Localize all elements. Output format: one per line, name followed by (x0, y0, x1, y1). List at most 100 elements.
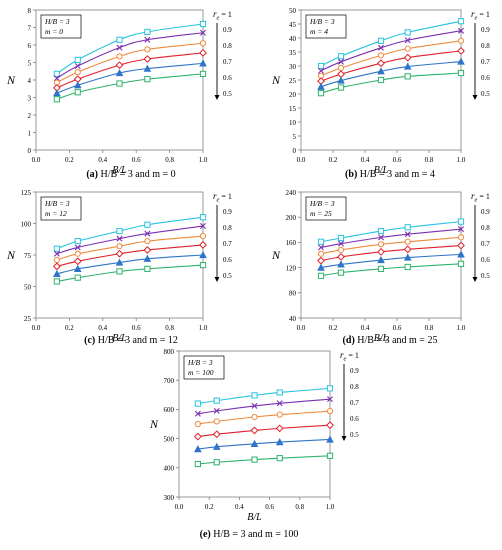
x-tick-label: 0.2 (329, 324, 338, 332)
x-tick-label: 0.6 (132, 324, 141, 332)
y-tick-label: 3 (28, 94, 32, 102)
data-point-0.9 (200, 223, 206, 230)
y-tick-label: 120 (286, 264, 297, 272)
panel-caption: (a) H/B = 3 and m = 0 (86, 169, 175, 180)
data-point-0.8 (116, 53, 123, 60)
data-point-0.8 (144, 238, 151, 245)
legend-label: 0.6 (481, 256, 490, 264)
data-point-0.8 (74, 69, 81, 76)
annotation-line-1: H/B = 3 (187, 358, 213, 367)
annotation-line-2: m = 12 (45, 209, 67, 218)
data-point-0.8 (404, 45, 411, 52)
data-point-0.7 (199, 48, 207, 57)
y-tick-label: 160 (286, 239, 297, 247)
data-point-0.9 (194, 410, 201, 417)
x-tick-label: 0.4 (361, 324, 370, 332)
y-tick-label: 7 (28, 24, 32, 32)
data-point-0.9 (458, 27, 464, 34)
legend-label: 0.9 (223, 208, 232, 216)
data-point-0.6 (250, 439, 259, 447)
data-point-0.5 (144, 76, 151, 83)
data-point-0.8 (377, 52, 385, 59)
data-point-0.7 (143, 55, 152, 63)
data-point-1 (74, 56, 81, 63)
data-point-0.6 (115, 258, 124, 266)
data-point-0.7 (377, 59, 385, 68)
legend-label: 0.8 (350, 383, 359, 391)
panel-caption: (b) H/B = 3 and m = 4 (345, 169, 435, 180)
legend-label: 0.7 (223, 58, 232, 66)
data-point-0.6 (457, 250, 465, 258)
legend-label: 0.8 (223, 224, 232, 232)
y-tick-label: 4 (28, 77, 32, 85)
legend-label: 0.7 (223, 240, 232, 248)
legend-label: 0.9 (481, 208, 490, 216)
data-point-0.7 (199, 241, 207, 249)
data-point-0.7 (275, 424, 284, 433)
data-point-0.5 (116, 80, 123, 87)
legend-label: 0.8 (481, 224, 490, 232)
legend-label: 0.5 (481, 90, 490, 98)
data-point-0.8 (74, 250, 81, 257)
x-tick-label: 0.8 (165, 324, 174, 332)
annotation-box (40, 14, 82, 39)
data-point-0.5 (116, 268, 123, 275)
data-point-0.7 (115, 249, 124, 258)
x-tick-label: 0.6 (393, 156, 402, 164)
legend-title-subscript: e (344, 356, 347, 363)
data-point-0.5 (317, 272, 325, 279)
annotation-box (40, 196, 82, 221)
legend-title-subscript: e (217, 15, 220, 22)
legend-title-subscript: e (475, 197, 478, 204)
y-tick-label: 240 (286, 189, 297, 197)
x-axis-label: B/L (374, 165, 389, 176)
x-tick-label: 0.8 (425, 156, 434, 164)
data-point-0.9 (276, 400, 283, 407)
data-point-0.7 (250, 426, 259, 435)
panel-e: 300 400 500 600 700 800 0.0 0.2 0.4 0.6 0.8 1.0 N B/L… (149, 348, 359, 540)
data-point-0.9 (458, 226, 464, 233)
data-point-0.6 (377, 67, 385, 75)
legend-label: 0.8 (223, 42, 232, 50)
legend-label: 0.7 (481, 240, 490, 248)
caption-text: H/B = 3 and m = 0 (101, 169, 176, 180)
data-point-0.7 (326, 421, 334, 430)
data-point-1 (404, 224, 411, 231)
legend-title-equals: = 1 (346, 351, 359, 360)
data-point-0.9 (338, 58, 344, 65)
data-point-0.8 (199, 233, 207, 240)
data-point-1 (457, 18, 465, 25)
data-point-0.9 (318, 244, 324, 251)
caption-text: H/B = 3 and m = 4 (360, 169, 435, 180)
caption-letter: (d) (343, 335, 358, 346)
data-point-1 (194, 400, 201, 407)
x-tick-label: 0.6 (265, 503, 274, 511)
data-point-0.6 (53, 89, 61, 97)
data-point-0.8 (116, 243, 123, 250)
legend-title-equals: = 1 (477, 192, 490, 201)
annotation-line-2: m = 0 (45, 27, 63, 36)
data-point-0.7 (52, 262, 61, 271)
y-tick-label: 20 (289, 91, 297, 99)
annotation-line-1: H/B = 3 (309, 199, 335, 208)
data-point-0.5 (457, 69, 465, 77)
y-tick-label: 1 (28, 129, 32, 137)
y-tick-label: 400 (164, 465, 175, 473)
data-point-0.8 (199, 40, 207, 47)
x-tick-label: 0.4 (235, 503, 244, 511)
x-tick-label: 0.6 (132, 156, 141, 164)
data-point-0.8 (337, 246, 345, 254)
legend-title-subscript: e (217, 197, 220, 204)
legend-label: 0.9 (223, 26, 232, 34)
data-point-1 (74, 238, 81, 245)
data-point-0.8 (213, 418, 220, 425)
data-point-0.6 (212, 442, 221, 450)
x-tick-label: 0.8 (425, 324, 434, 332)
y-tick-label: 6 (28, 42, 32, 50)
data-point-0.7 (143, 246, 152, 254)
data-point-1 (251, 392, 258, 399)
x-tick-label: 0.8 (295, 503, 304, 511)
data-point-1 (116, 36, 123, 43)
legend-title: re = 1 (340, 350, 359, 363)
